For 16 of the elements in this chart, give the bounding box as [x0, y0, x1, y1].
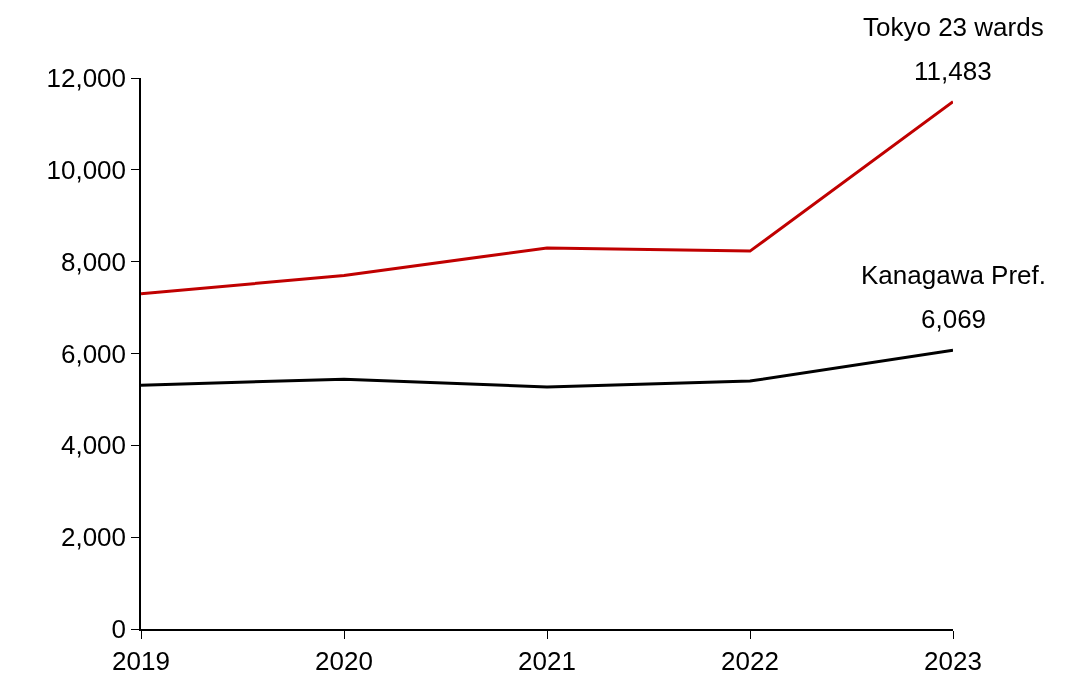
y-tick-label: 10,000 — [46, 154, 127, 185]
x-tick-label: 2019 — [112, 645, 170, 676]
text: Tokyo 23 wards — [863, 12, 1044, 42]
y-tick-label: 0 — [111, 614, 127, 645]
x-tick-label: 2021 — [518, 645, 576, 676]
y-tick-label: 6,000 — [60, 338, 127, 369]
x-tick-label: 2022 — [721, 645, 779, 676]
x-tick-label: 2023 — [924, 645, 982, 676]
y-tick-label: 2,000 — [60, 522, 127, 553]
y-tick-label: 12,000 — [46, 63, 127, 94]
text: Kanagawa Pref. — [861, 260, 1047, 290]
data-label: 11,483 — [914, 56, 992, 86]
y-tick-label: 4,000 — [60, 430, 127, 461]
x-tick-label: 2020 — [315, 645, 373, 676]
y-tick-label: 8,000 — [60, 246, 127, 277]
data-label: 6,069 — [921, 304, 987, 334]
